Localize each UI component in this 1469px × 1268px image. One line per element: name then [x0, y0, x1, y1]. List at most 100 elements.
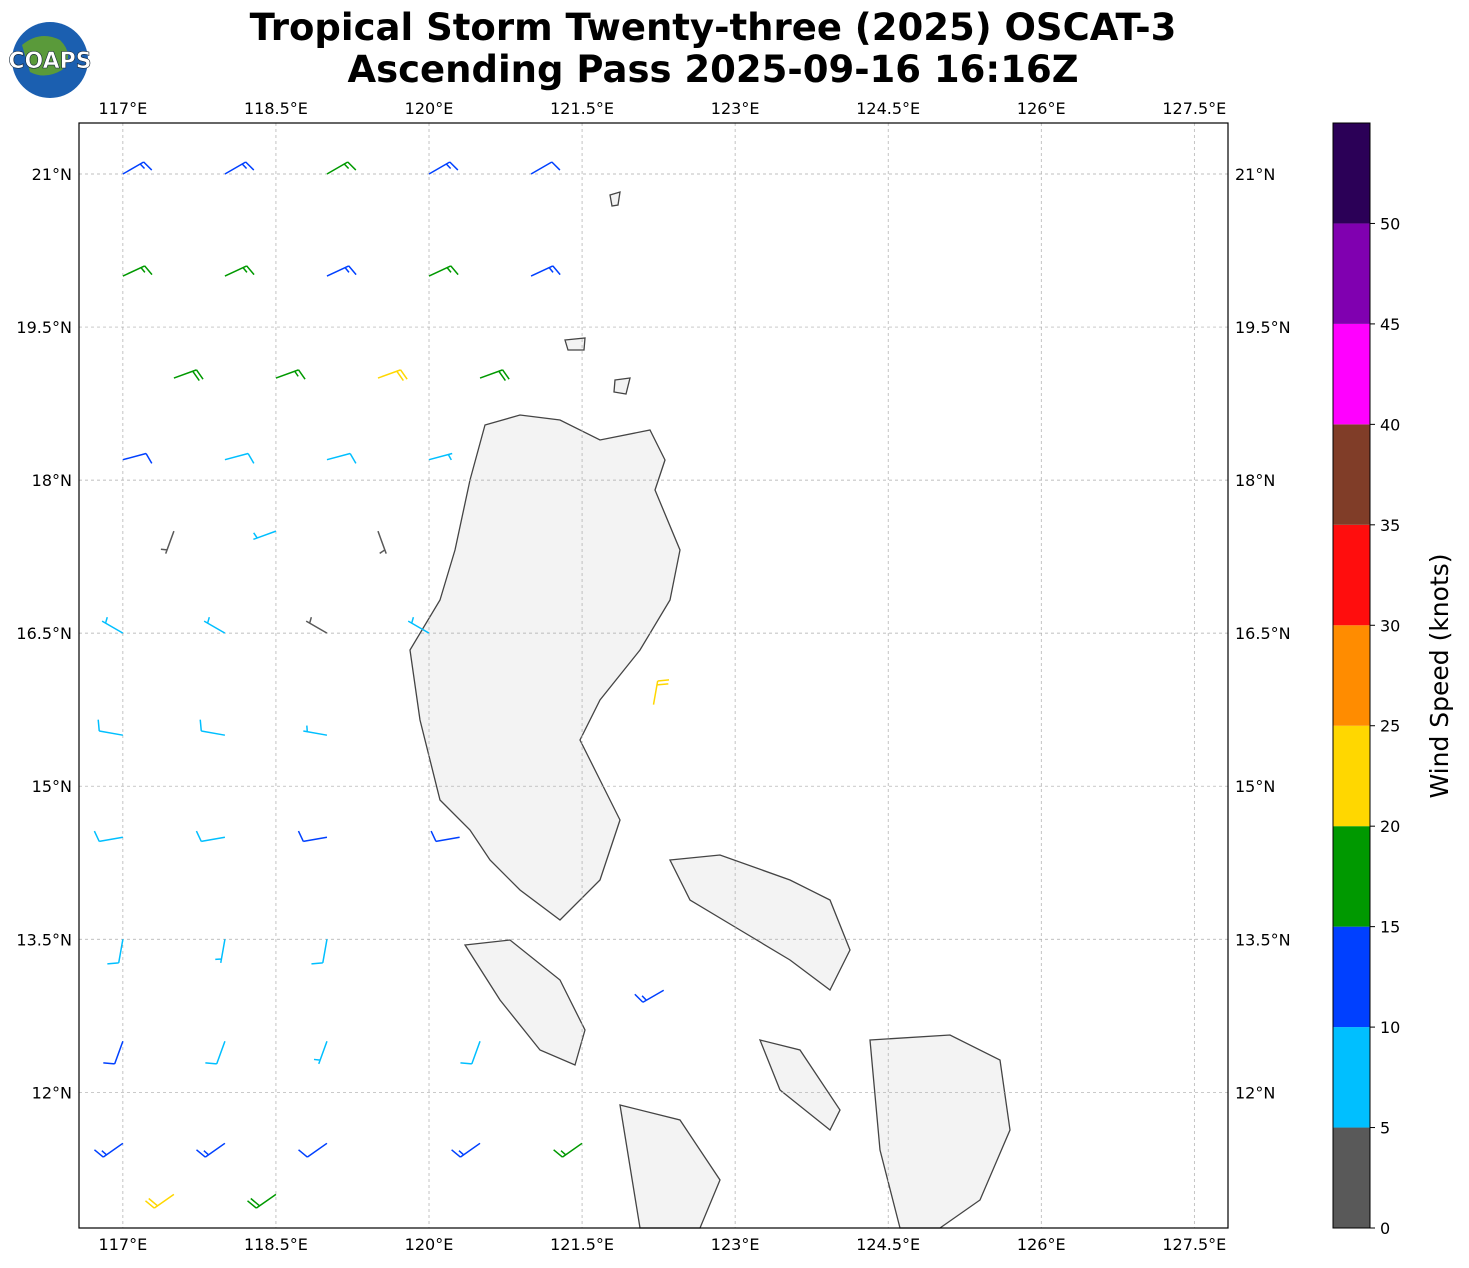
x-tick-label: 121.5°E — [550, 1235, 614, 1254]
wind-barb — [224, 452, 255, 464]
panay — [619, 1104, 721, 1229]
barb-shape — [122, 265, 153, 277]
wind-barb — [93, 1142, 124, 1158]
wind-barb — [275, 369, 306, 380]
x-tick-label: 118.5°E — [244, 1235, 308, 1254]
barb-shape — [305, 617, 328, 634]
wind-barb — [326, 161, 357, 175]
y-tick-label: 16.5°N — [16, 624, 72, 643]
colorbar-bin — [1333, 1027, 1370, 1128]
wind-barb — [326, 265, 357, 277]
wind-barb — [122, 161, 153, 175]
barb-shape — [311, 939, 328, 965]
y-tick-label: 13.5°N — [1235, 930, 1291, 949]
plot-area — [79, 123, 1228, 1228]
wind-barb — [298, 1142, 328, 1158]
barb-shape — [103, 1041, 124, 1065]
chart-subtitle: Ascending Pass 2025-09-16 16:16Z — [347, 48, 1078, 91]
barb-shape — [479, 369, 510, 381]
colorbar-tick-label: 10 — [1380, 1018, 1400, 1037]
wind-barb — [160, 530, 175, 554]
barb-shape — [247, 1193, 277, 1209]
wind-barb — [460, 1041, 481, 1065]
x-tick-label: 123°E — [711, 1235, 760, 1254]
colorbar-bin — [1333, 826, 1370, 927]
barb-shape — [224, 161, 255, 175]
barb-shape — [428, 265, 459, 277]
x-tick-label: 127.5°E — [1162, 99, 1226, 118]
barb-shape — [101, 617, 124, 634]
barb-shape — [203, 617, 226, 634]
barb-shape — [205, 1041, 226, 1065]
wind-barb — [215, 939, 226, 964]
barb-shape — [553, 1142, 583, 1158]
y-tick-label: 21°N — [1235, 165, 1275, 184]
wind-barb — [326, 452, 357, 464]
barb-shape — [460, 1041, 481, 1065]
x-tick-label: 120°E — [405, 99, 454, 118]
barb-shape — [93, 830, 124, 843]
y-tick-label: 18°N — [32, 471, 72, 490]
wind-barb — [634, 989, 665, 1003]
barb-shape — [122, 161, 153, 175]
x-tick-label: 124.5°E — [856, 1235, 920, 1254]
wind-barb — [101, 617, 124, 634]
colorbar-tick-label: 5 — [1380, 1119, 1390, 1138]
wind-barb — [428, 161, 459, 175]
y-tick-label: 15°N — [1235, 777, 1275, 796]
y-tick-label: 18°N — [1235, 471, 1275, 490]
wind-barb — [553, 1142, 583, 1158]
masbate — [758, 1039, 841, 1132]
colorbar-bin — [1333, 223, 1370, 324]
barb-shape — [313, 1041, 328, 1065]
x-tick-label: 123°E — [711, 99, 760, 118]
barb-shape — [160, 530, 175, 554]
y-tick-label: 12°N — [1235, 1083, 1275, 1102]
wind-barb — [122, 265, 153, 277]
wind-barb — [652, 679, 670, 705]
barb-shape — [196, 1142, 226, 1158]
islands — [564, 191, 631, 395]
wind-barb — [530, 265, 561, 277]
barb-shape — [107, 939, 124, 965]
wind-barb — [144, 1193, 175, 1209]
colorbar-tick-label: 40 — [1380, 415, 1400, 434]
colorbar-bin — [1333, 725, 1370, 827]
barb-shape — [224, 452, 255, 464]
wind-barb — [530, 161, 561, 175]
barb-shape — [215, 939, 226, 964]
mindoro — [463, 939, 586, 1066]
wind-barb — [196, 1142, 226, 1158]
y-tick-label: 16.5°N — [1235, 624, 1291, 643]
wind-barb — [407, 617, 430, 634]
logo-text: COAPS — [8, 49, 91, 74]
barb-shape — [297, 830, 328, 843]
colorbar-tick-label: 35 — [1380, 516, 1400, 535]
barb-shape — [326, 452, 357, 464]
barb-shape — [303, 725, 328, 736]
wind-barb — [195, 830, 226, 843]
colorbar-bin — [1333, 323, 1370, 425]
wind-barb — [377, 369, 408, 381]
barb-shape — [122, 452, 153, 464]
logo-land — [22, 36, 69, 76]
y-tick-label: 15°N — [32, 777, 72, 796]
wind-barb — [224, 161, 255, 175]
wind-barb — [303, 725, 328, 736]
wind-barb — [428, 265, 459, 277]
y-tick-label: 19.5°N — [1235, 318, 1291, 337]
wind-barb — [93, 830, 124, 843]
x-tick-label: 118.5°E — [244, 99, 308, 118]
x-tick-label: 127.5°E — [1162, 1235, 1226, 1254]
barb-shape — [199, 719, 226, 736]
barb-shape — [144, 1193, 175, 1209]
x-tick-label: 120°E — [405, 1235, 454, 1254]
y-tick-label: 12°N — [32, 1083, 72, 1102]
barb-shape — [634, 989, 665, 1003]
barb-shape — [652, 679, 670, 705]
barb-shape — [451, 1142, 481, 1158]
barb-shape — [224, 265, 255, 277]
wind-barb — [479, 369, 510, 381]
chart-title: Tropical Storm Twenty-three (2025) OSCAT… — [250, 6, 1177, 49]
